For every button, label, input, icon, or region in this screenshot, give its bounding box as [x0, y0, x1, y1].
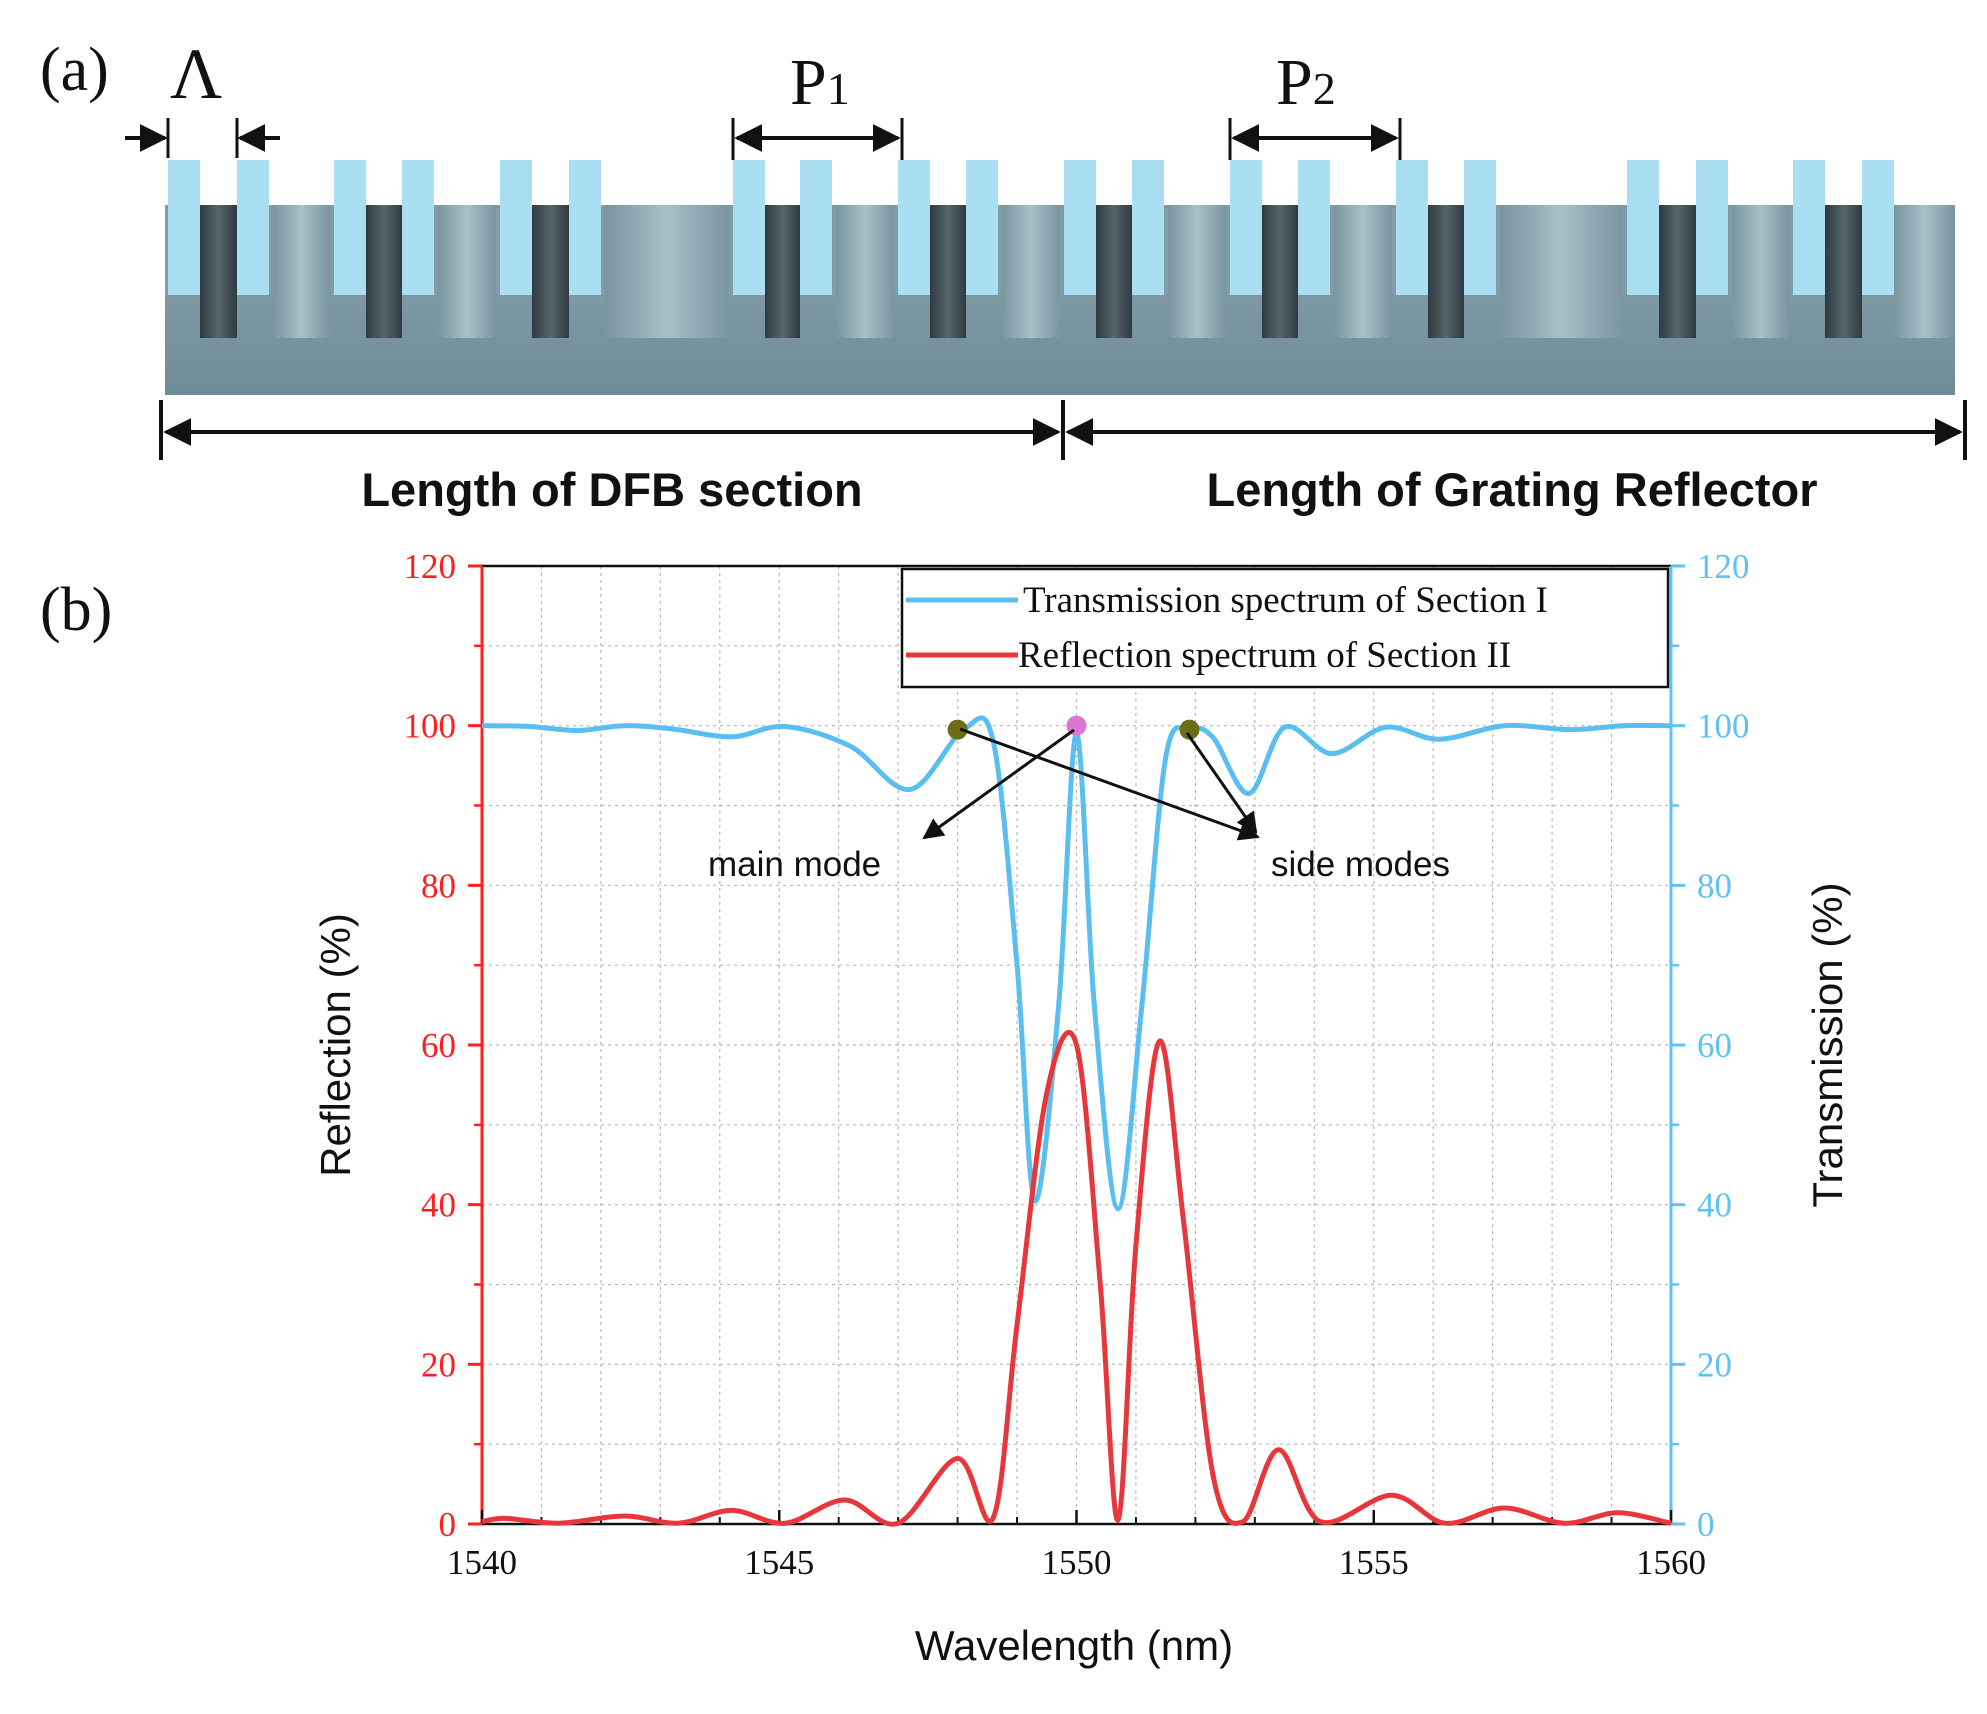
grating-land	[836, 205, 894, 338]
x-tick-label: 1560	[1636, 1543, 1706, 1582]
side-modes-label: side modes	[1271, 845, 1450, 884]
grating-tooth	[237, 160, 269, 295]
right-y-tick-label: 100	[1697, 707, 1750, 746]
grating-tooth	[1627, 160, 1659, 295]
main-mode-label: main mode	[708, 845, 881, 884]
grating-land	[1168, 205, 1226, 338]
side-mode-marker	[947, 719, 968, 740]
grating-tooth	[1064, 160, 1096, 295]
grating-tooth	[1464, 160, 1496, 295]
x-axis-title: Wavelength (nm)	[915, 1622, 1233, 1669]
left-y-tick-label: 60	[421, 1026, 456, 1065]
section-length-markers: Length of DFB section Length of Grating …	[159, 400, 1967, 516]
p2-period-marker: P2	[1228, 46, 1402, 160]
grating-tooth	[1230, 160, 1262, 295]
right-y-tick-label: 0	[1697, 1505, 1715, 1544]
left-y-tick-label: 0	[439, 1505, 457, 1544]
grating-land	[273, 205, 330, 338]
right-y-tick-label: 120	[1697, 547, 1750, 586]
right-y-tick-label: 80	[1697, 866, 1732, 905]
grating-land	[1334, 205, 1392, 338]
right-axis-title: Transmission (%)	[1804, 882, 1851, 1207]
lambda-period-marker: Λ	[125, 34, 280, 158]
grating-tooth	[1793, 160, 1825, 295]
left-y-tick-label: 120	[404, 547, 457, 586]
grating-tooth	[569, 160, 601, 295]
grating-tooth	[334, 160, 366, 295]
reflector-section-label: Length of Grating Reflector	[1207, 463, 1818, 516]
grating-tooth	[500, 160, 532, 295]
right-y-tick-label: 60	[1697, 1026, 1732, 1065]
p1-period-marker: P1	[731, 46, 904, 160]
grating-land	[1500, 205, 1623, 338]
left-y-tick-label: 100	[404, 707, 457, 746]
p2-label: P2	[1276, 46, 1336, 119]
grating-trench	[200, 205, 237, 338]
grating-tooth	[733, 160, 765, 295]
grating-land	[605, 205, 729, 338]
grating-tooth	[402, 160, 434, 295]
grating-tooth	[1298, 160, 1330, 295]
grating-trench	[1096, 205, 1132, 338]
x-tick-label: 1540	[447, 1543, 517, 1582]
transmission-series-line	[481, 715, 1672, 1212]
grating-trench	[765, 205, 800, 338]
left-y-tick-label: 20	[421, 1345, 456, 1384]
grating-tooth	[1696, 160, 1728, 295]
grating-land	[1732, 205, 1789, 338]
grating-teeth	[168, 160, 1894, 295]
legend-label-reflection: Reflection spectrum of Section II	[1018, 635, 1511, 676]
panel-a-label: (a)	[40, 36, 109, 104]
grating-tooth	[898, 160, 930, 295]
grating-land	[438, 205, 496, 338]
left-axis-title: Reflection (%)	[312, 913, 359, 1177]
right-y-tick-label: 20	[1697, 1345, 1732, 1384]
legend-label-transmission: Transmission spectrum of Section I	[1023, 580, 1548, 621]
legend-box	[900, 567, 1670, 689]
left-y-tick-label: 40	[421, 1186, 456, 1225]
lambda-symbol: Λ	[170, 34, 222, 114]
grating-tooth	[800, 160, 832, 295]
x-tick-label: 1550	[1042, 1543, 1112, 1582]
side-mode-arrow-right	[1185, 732, 1258, 834]
grating-gaps	[200, 205, 1955, 338]
main-mode-arrow	[922, 728, 1075, 840]
legend: Transmission spectrum of Section I Refle…	[900, 567, 1670, 689]
grating-trench	[1659, 205, 1696, 338]
right-y-tick-label: 40	[1697, 1186, 1732, 1225]
left-y-tick-label: 80	[421, 866, 456, 905]
mode-annotations: main mode side modes	[708, 727, 1450, 884]
grating-tooth	[1396, 160, 1428, 295]
grating-tooth	[168, 160, 200, 295]
grating-end-block	[1894, 205, 1955, 338]
grating-tooth	[1862, 160, 1894, 295]
x-tick-label: 1545	[744, 1543, 814, 1582]
grating-trench	[1825, 205, 1862, 338]
p1-label: P1	[790, 46, 850, 119]
grating-trench	[532, 205, 569, 338]
panel-b-label: (b)	[40, 576, 112, 644]
grating-trench	[1428, 205, 1464, 338]
grating-tooth	[1132, 160, 1164, 295]
dfb-section-label: Length of DFB section	[361, 463, 862, 516]
data-series	[481, 715, 1672, 1527]
reflection-series-line	[481, 1029, 1672, 1527]
grating-trench	[366, 205, 402, 338]
grating-tooth	[966, 160, 998, 295]
x-tick-label: 1555	[1339, 1543, 1409, 1582]
grating-trench	[930, 205, 966, 338]
side-mode-marker	[1179, 719, 1200, 740]
grating-structure	[165, 160, 1955, 395]
panel-a: (a) Λ P1 P2	[40, 34, 1967, 516]
grating-trench	[1262, 205, 1298, 338]
grating-land	[1002, 205, 1060, 338]
side-mode-arrow-left	[959, 727, 1260, 841]
